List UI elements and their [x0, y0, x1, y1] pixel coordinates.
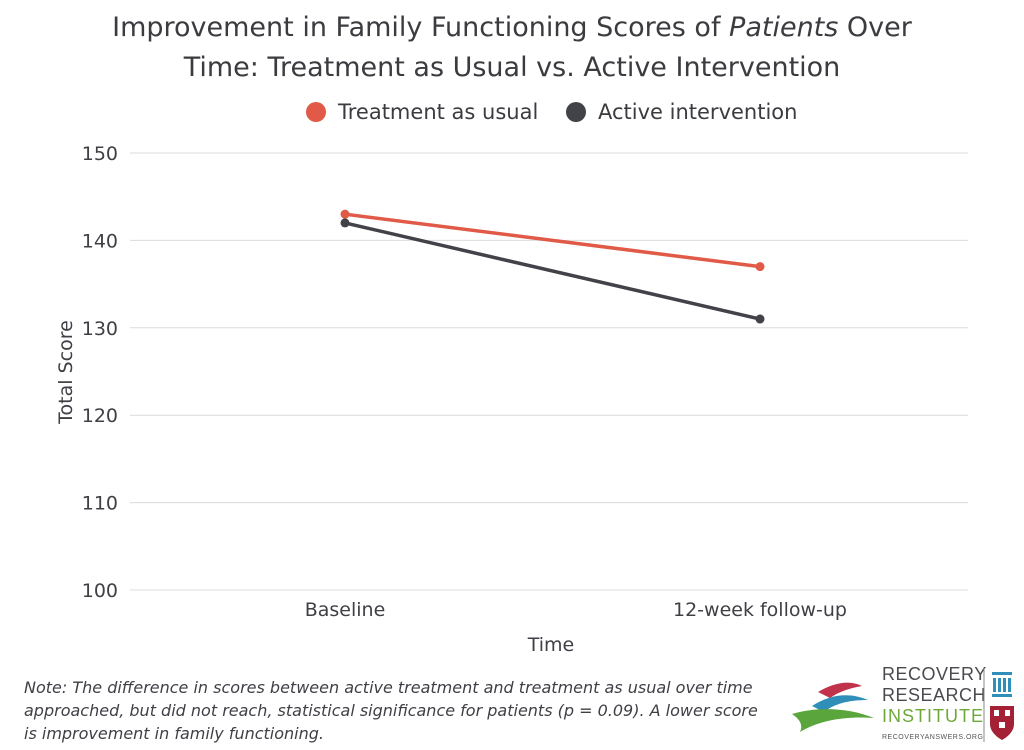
chart-legend: Treatment as usual Active intervention — [0, 100, 1024, 130]
series-line-treatment-as-usual — [344, 212, 761, 269]
data-point-treatment-as-usual-0 — [340, 209, 350, 219]
logo-text: RECOVERY RESEARCH INSTITUTE — [882, 664, 987, 727]
chart-title-line2: Time: Treatment as Usual vs. Active Inte… — [183, 52, 841, 83]
legend-dot-treatment-as-usual — [306, 102, 326, 122]
footnote: Note: The difference in scores between a… — [24, 678, 758, 743]
legend-label-active-intervention: Active intervention — [598, 100, 798, 124]
y-tick-label-140: 140 — [82, 230, 118, 252]
data-point-treatment-as-usual-1 — [755, 262, 765, 272]
legend-label-treatment-as-usual: Treatment as usual — [338, 100, 539, 124]
y-tick-label-130: 130 — [82, 318, 118, 340]
recovery-research-institute-logo: RECOVERY RESEARCH INSTITUTE RECOVERYANSW… — [790, 662, 1024, 748]
x-axis-label: Time — [527, 634, 575, 656]
legend-item-treatment-as-usual: Treatment as usual — [306, 100, 538, 124]
logo-line-institute: INSTITUTE — [882, 706, 984, 726]
y-tick-label-100: 100 — [82, 580, 118, 602]
chart-title-part1: Improvement in Family Functioning Scores… — [112, 12, 730, 43]
y-tick-label-150: 150 — [82, 143, 118, 165]
logo-url: RECOVERYANSWERS.ORG — [882, 734, 984, 741]
chart-title-italic: Patients — [729, 12, 839, 43]
data-point-active-intervention-0 — [340, 218, 350, 228]
logo-shield-icon — [983, 668, 1014, 742]
y-axis-label: Total Score — [55, 320, 77, 425]
chart-title: Improvement in Family Functioning Scores… — [62, 8, 962, 88]
y-tick-label-120: 120 — [82, 405, 118, 427]
y-tick-label-110: 110 — [82, 493, 118, 515]
x-tick-label-1: 12-week follow-up — [673, 599, 847, 621]
line-chart: 100 110 120 130 140 150 Baseline 12-week follow… — [55, 143, 968, 656]
series-line-active-intervention — [344, 221, 761, 321]
logo-line-research: RESEARCH — [882, 685, 987, 705]
legend-dot-active-intervention — [566, 102, 586, 122]
logo-swoosh-icon — [792, 682, 874, 732]
chart-title-part2: Over — [838, 12, 912, 43]
legend-item-active-intervention: Active intervention — [566, 100, 797, 124]
logo-line-recovery: RECOVERY — [882, 664, 987, 684]
x-tick-label-0: Baseline — [305, 599, 386, 621]
data-point-active-intervention-1 — [755, 314, 765, 324]
